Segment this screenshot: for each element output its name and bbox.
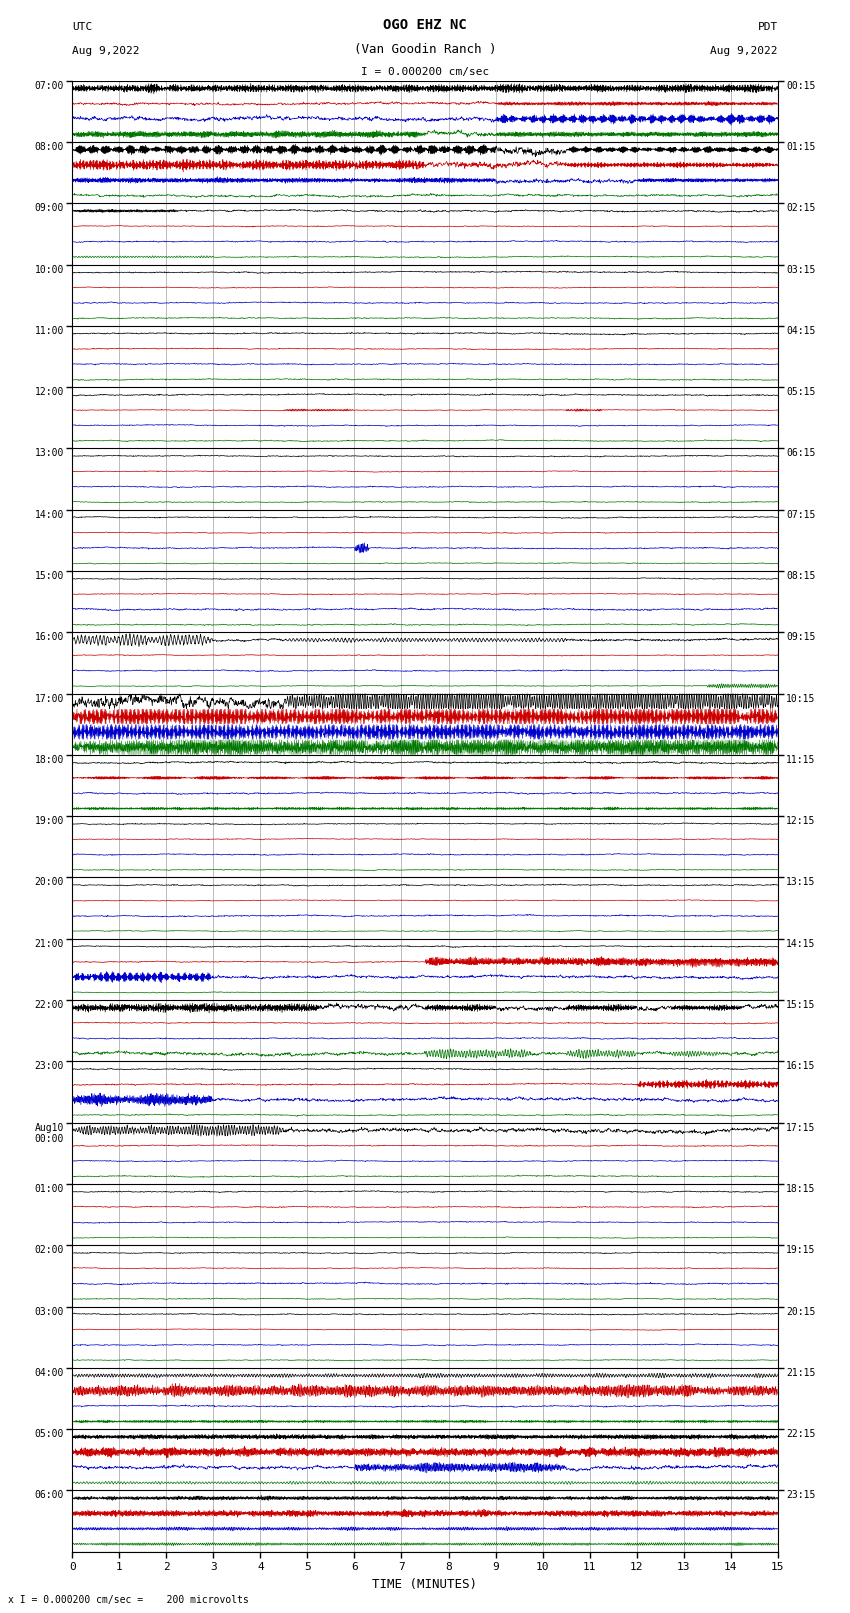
Text: UTC: UTC <box>72 23 93 32</box>
Text: x I = 0.000200 cm/sec =    200 microvolts: x I = 0.000200 cm/sec = 200 microvolts <box>8 1595 249 1605</box>
X-axis label: TIME (MINUTES): TIME (MINUTES) <box>372 1578 478 1590</box>
Text: PDT: PDT <box>757 23 778 32</box>
Text: I = 0.000200 cm/sec: I = 0.000200 cm/sec <box>361 68 489 77</box>
Text: Aug 9,2022: Aug 9,2022 <box>72 47 139 56</box>
Text: OGO EHZ NC: OGO EHZ NC <box>383 18 467 32</box>
Text: (Van Goodin Ranch ): (Van Goodin Ranch ) <box>354 44 496 56</box>
Text: Aug 9,2022: Aug 9,2022 <box>711 47 778 56</box>
